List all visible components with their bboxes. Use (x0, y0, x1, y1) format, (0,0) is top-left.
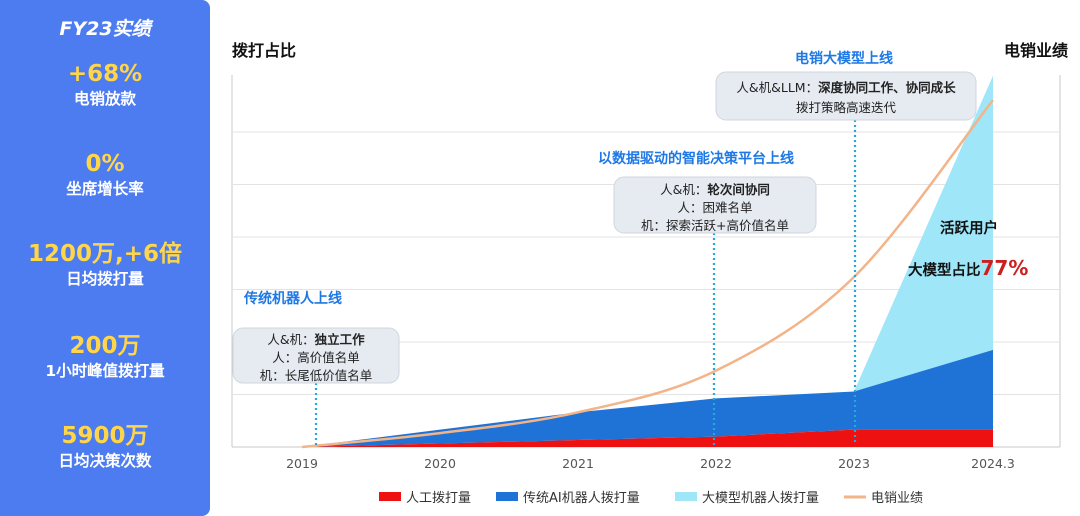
kpi-value: 1200万,+6倍 (27, 241, 183, 267)
kpi-sales-loan: +68% 电销放款 (0, 60, 210, 110)
milestone-callout-box (715, 71, 977, 121)
line-sales-performance (301, 99, 994, 449)
milestone-title: 传统机器人上线 (243, 290, 342, 307)
annotation-llm-share: 大模型占比77% (908, 256, 1028, 280)
milestone-callout-line: 人&机&LLM：深度协同工作、协同成长 (736, 80, 956, 95)
legend-swatch (496, 492, 518, 501)
kpi-daily-decisions: 5900万 日均决策次数 (0, 422, 210, 472)
legend-label: 传统AI机器人拨打量 (523, 491, 640, 506)
legend-swatch (379, 492, 401, 501)
x-tick-label: 2023 (838, 456, 870, 471)
chart-lines (301, 99, 994, 449)
kpi-label: 1小时峰值拨打量 (45, 362, 165, 380)
kpi-label: 日均决策次数 (58, 452, 152, 470)
chart-labels: 2019 2020 2021 2022 2023 2024.3 拨打占比 电销业绩活跃用户大模… (232, 41, 1068, 471)
kpi-label: 坐席增长率 (66, 180, 144, 198)
panel-title: FY23实绩 (59, 18, 151, 40)
legend-swatch (675, 492, 697, 501)
legend-label: 大模型机器人拨打量 (702, 491, 819, 506)
kpi-value: 5900万 (61, 423, 149, 449)
milestone-callout-box (232, 327, 400, 384)
kpi-value: 200万 (69, 333, 141, 359)
legend-manual-calls: 人工拨打量 (379, 491, 471, 506)
kpi-daily-calls: 1200万,+6倍 日均拨打量 (0, 240, 210, 290)
chart-areas (302, 75, 993, 448)
x-tick-label: 2020 (424, 456, 456, 471)
milestone-callout-line: 拨打策略高速迭代 (796, 100, 897, 115)
milestone-callout-line: 人&机：轮次间协同 (660, 182, 770, 197)
kpi-value: +68% (67, 61, 143, 87)
x-tick-label: 2024.3 (971, 456, 1015, 471)
legend-traditional-ai-robot-calls: 传统AI机器人拨打量 (496, 491, 640, 506)
milestone-callout-line: 人：困难名单 (677, 200, 752, 215)
fy23-results-panel: FY23实绩 +68% 电销放款 0% 坐席增长率 1200万,+6倍 日均拨打… (0, 0, 210, 516)
legend-sales-performance: 电销业绩 (844, 491, 923, 506)
milestone-callout-line: 机：探索活跃+高价值名单 (641, 218, 789, 233)
kpi-seat-growth: 0% 坐席增长率 (0, 150, 210, 200)
milestone-callout-line: 机：长尾低价值名单 (260, 368, 373, 383)
kpi-label: 电销放款 (73, 90, 136, 108)
legend-llm-robot-calls: 大模型机器人拨打量 (675, 491, 819, 506)
x-tick-label: 2021 (562, 456, 594, 471)
kpi-peak-hour-calls: 200万 1小时峰值拨打量 (0, 332, 210, 382)
area-traditional-ai-robot-calls (302, 349, 993, 447)
milestone-title: 以数据驱动的智能决策平台上线 (598, 150, 794, 167)
right-axis-title: 电销业绩 (1004, 41, 1068, 60)
milestone-callout-line: 人&机：独立工作 (267, 332, 365, 347)
x-tick-label: 2019 (286, 456, 318, 471)
milestone-title: 电销大模型上线 (795, 50, 893, 67)
kpi-value: 0% (85, 151, 125, 177)
kpi-label: 日均拨打量 (66, 270, 144, 288)
left-axis-title: 拨打占比 (232, 41, 296, 60)
area-manual-calls (302, 429, 993, 447)
annotation-active-users: 活跃用户 (940, 219, 998, 237)
chart-legend: 人工拨打量 传统AI机器人拨打量 大模型机器人拨打量 电销业绩 (379, 491, 923, 506)
legend-label: 电销业绩 (871, 491, 923, 506)
x-tick-label: 2022 (700, 456, 732, 471)
milestone-callout-box (613, 176, 817, 234)
milestone-callout-line: 人：高价值名单 (272, 350, 360, 365)
legend-label: 人工拨打量 (406, 491, 471, 506)
